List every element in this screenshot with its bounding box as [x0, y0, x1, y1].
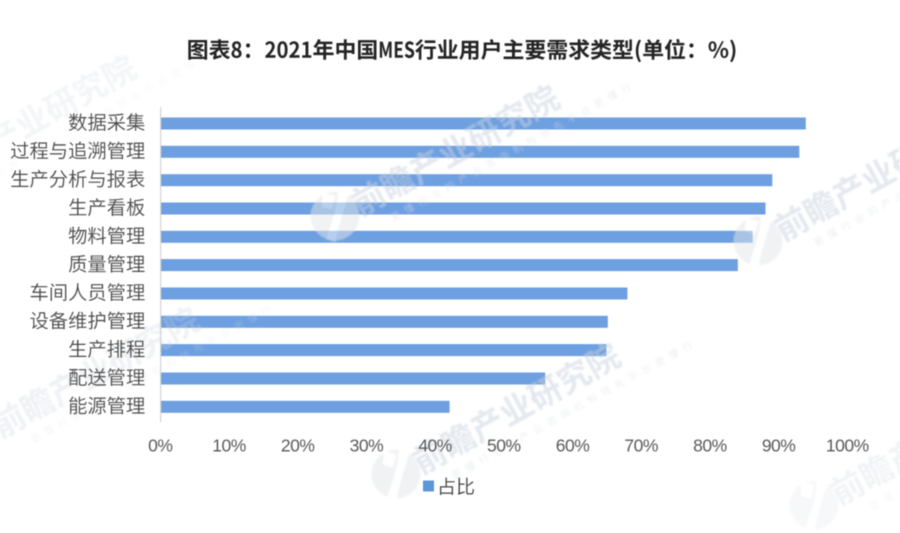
svg-text:40%: 40% [418, 435, 452, 455]
svg-text:90%: 90% [762, 435, 796, 455]
svg-text:80%: 80% [693, 435, 727, 455]
svg-text:20%: 20% [281, 435, 315, 455]
svg-text:50%: 50% [487, 435, 521, 455]
svg-text:0%: 0% [148, 435, 172, 455]
svg-text:70%: 70% [624, 435, 658, 455]
svg-text:30%: 30% [350, 435, 384, 455]
svg-text:10%: 10% [212, 435, 246, 455]
svg-text:100%: 100% [826, 435, 869, 455]
svg-text:60%: 60% [556, 435, 590, 455]
